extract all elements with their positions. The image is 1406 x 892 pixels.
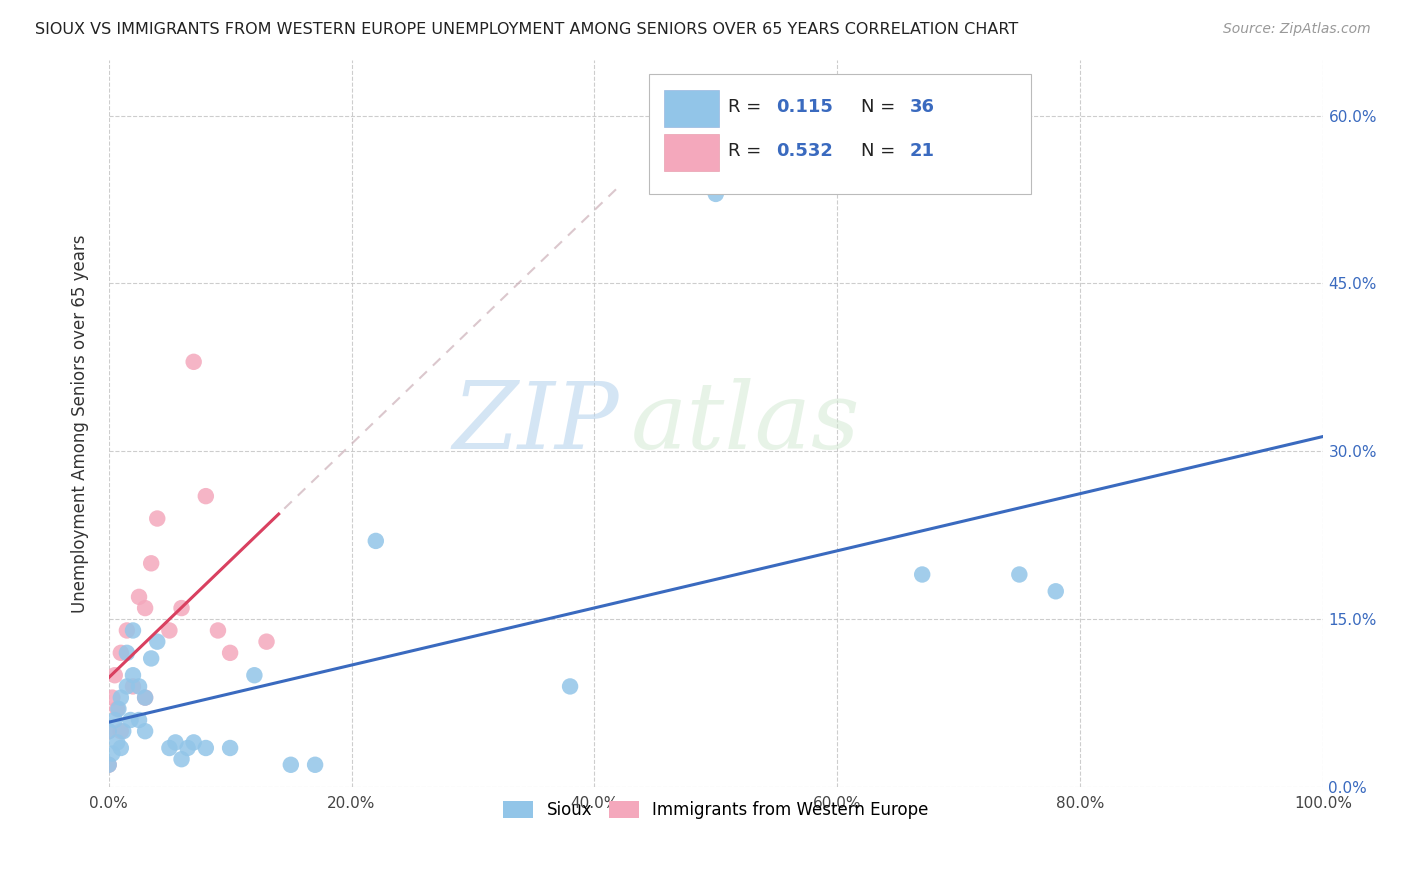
Point: [122, 624, 145, 638]
Point: [219, 741, 242, 756]
Point: [170, 601, 193, 615]
Point: [146, 634, 169, 648]
Point: [157, 624, 180, 638]
Point: [134, 690, 156, 705]
FancyBboxPatch shape: [664, 90, 720, 128]
Point: [243, 668, 266, 682]
Point: [97, 757, 120, 772]
Point: [112, 724, 135, 739]
Text: R =: R =: [728, 98, 766, 116]
Point: [115, 680, 138, 694]
Point: [157, 741, 180, 756]
FancyBboxPatch shape: [650, 74, 1032, 194]
Text: N =: N =: [862, 98, 901, 116]
Point: [304, 757, 326, 772]
Point: [911, 567, 934, 582]
Point: [134, 690, 156, 705]
Point: [110, 741, 132, 756]
Point: [115, 646, 138, 660]
Point: [101, 690, 124, 705]
Point: [146, 511, 169, 525]
Point: [104, 713, 127, 727]
Point: [183, 735, 205, 749]
Point: [110, 724, 132, 739]
Point: [280, 757, 302, 772]
Point: [165, 735, 187, 749]
Point: [207, 624, 229, 638]
Point: [97, 724, 120, 739]
Point: [256, 634, 278, 648]
Text: R =: R =: [728, 142, 766, 160]
Point: [97, 724, 120, 739]
Point: [176, 741, 198, 756]
Point: [101, 747, 124, 761]
Text: SIOUX VS IMMIGRANTS FROM WESTERN EUROPE UNEMPLOYMENT AMONG SENIORS OVER 65 YEARS: SIOUX VS IMMIGRANTS FROM WESTERN EUROPE …: [35, 22, 1018, 37]
Text: Source: ZipAtlas.com: Source: ZipAtlas.com: [1223, 22, 1371, 37]
Point: [219, 646, 242, 660]
Point: [105, 735, 128, 749]
Point: [105, 702, 128, 716]
Text: ZIP: ZIP: [451, 378, 619, 468]
Text: 0.115: 0.115: [776, 98, 834, 116]
Point: [110, 646, 132, 660]
Point: [134, 724, 156, 739]
Point: [110, 690, 132, 705]
Text: N =: N =: [862, 142, 901, 160]
Point: [1008, 567, 1031, 582]
Text: atlas: atlas: [631, 378, 860, 468]
Text: 36: 36: [910, 98, 935, 116]
FancyBboxPatch shape: [664, 134, 720, 171]
Point: [107, 702, 129, 716]
Point: [704, 186, 727, 201]
Point: [558, 680, 581, 694]
Point: [104, 668, 127, 682]
Point: [183, 355, 205, 369]
Point: [128, 680, 150, 694]
Point: [115, 624, 138, 638]
Point: [1045, 584, 1067, 599]
Point: [141, 557, 163, 571]
Legend: Sioux, Immigrants from Western Europe: Sioux, Immigrants from Western Europe: [496, 795, 935, 826]
Point: [97, 757, 120, 772]
Point: [170, 752, 193, 766]
Point: [194, 489, 217, 503]
Point: [120, 713, 142, 727]
Y-axis label: Unemployment Among Seniors over 65 years: Unemployment Among Seniors over 65 years: [72, 234, 89, 613]
Point: [122, 680, 145, 694]
Point: [194, 741, 217, 756]
Text: 0.532: 0.532: [776, 142, 834, 160]
Point: [364, 533, 387, 548]
Point: [128, 713, 150, 727]
Point: [128, 590, 150, 604]
Point: [122, 668, 145, 682]
Text: 21: 21: [910, 142, 935, 160]
Point: [134, 601, 156, 615]
Point: [141, 651, 163, 665]
